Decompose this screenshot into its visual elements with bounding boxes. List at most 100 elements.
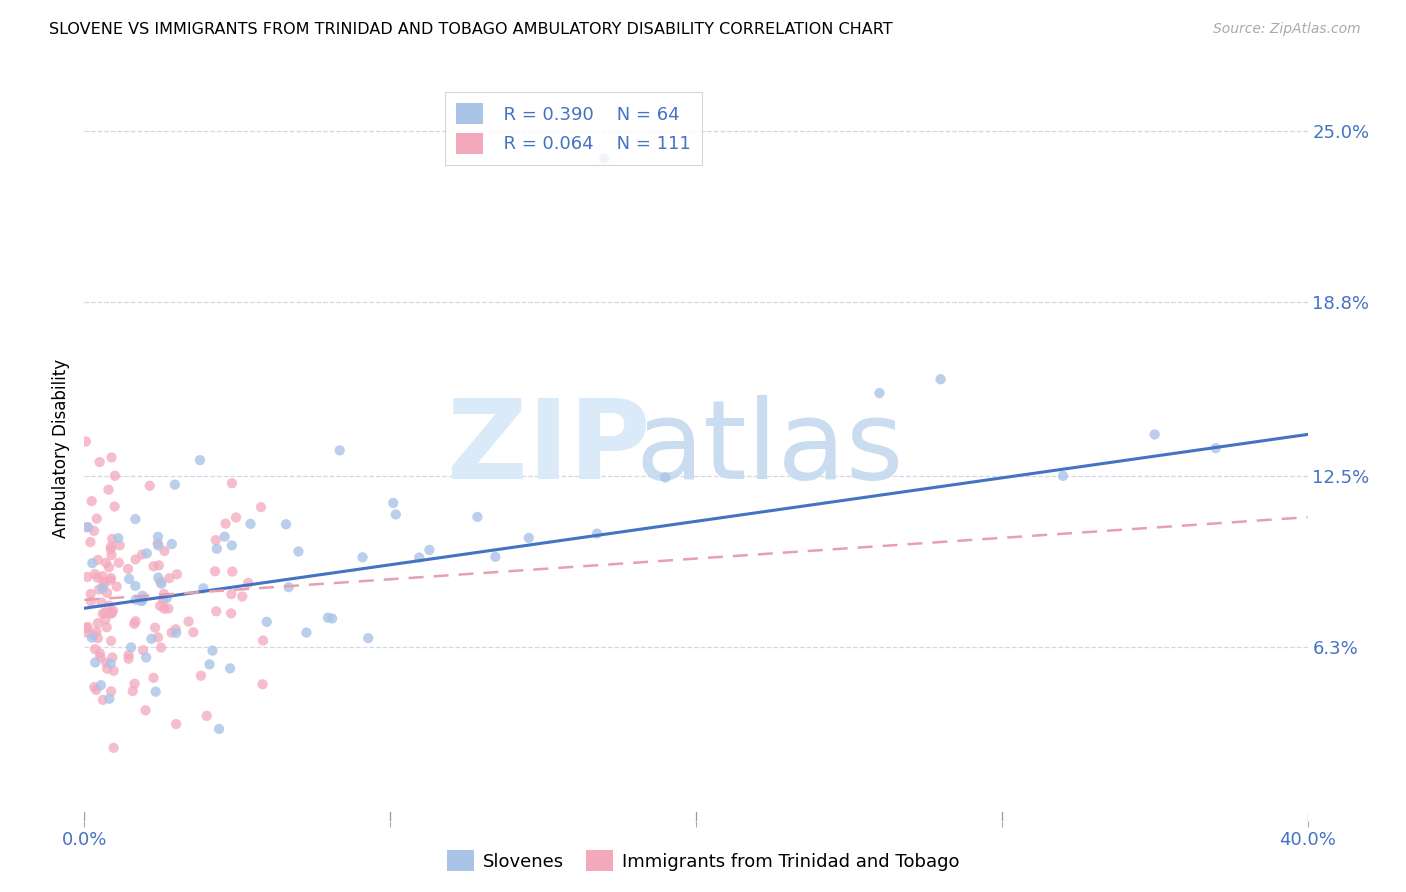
Point: [221, 565, 243, 579]
Point: [208, 722, 231, 736]
Point: [219, 607, 242, 621]
Point: [153, 601, 176, 615]
Point: [124, 592, 146, 607]
Point: [91, 693, 114, 707]
Point: [408, 550, 430, 565]
Point: [357, 631, 380, 645]
Point: [221, 587, 243, 601]
Point: [97, 599, 120, 613]
Point: [83, 680, 105, 694]
Point: [1143, 427, 1166, 442]
Point: [221, 538, 243, 552]
Point: [107, 556, 129, 570]
Point: [100, 540, 122, 554]
Text: ZIP: ZIP: [447, 395, 651, 501]
Point: [295, 625, 318, 640]
Point: [101, 606, 124, 620]
Point: [76, 520, 98, 534]
Point: [150, 640, 173, 655]
Point: [160, 625, 183, 640]
Point: [75, 621, 97, 635]
Point: [153, 544, 176, 558]
Point: [108, 538, 131, 552]
Point: [89, 455, 111, 469]
Point: [221, 476, 243, 491]
Legend:   R = 0.390    N = 64,   R = 0.064    N = 111: R = 0.390 N = 64, R = 0.064 N = 111: [446, 92, 702, 165]
Point: [103, 664, 125, 678]
Point: [156, 591, 179, 605]
Point: [183, 625, 205, 640]
Point: [146, 536, 169, 550]
Point: [252, 633, 274, 648]
Point: [94, 612, 117, 626]
Point: [86, 511, 108, 525]
Point: [204, 564, 226, 578]
Point: [75, 625, 97, 640]
Point: [219, 661, 242, 675]
Point: [101, 532, 124, 546]
Point: [97, 483, 120, 497]
Point: [1052, 468, 1074, 483]
Point: [118, 572, 141, 586]
Point: [131, 593, 153, 607]
Point: [117, 648, 139, 662]
Point: [205, 541, 228, 556]
Point: [165, 622, 187, 636]
Point: [143, 621, 166, 635]
Point: [193, 582, 215, 596]
Point: [100, 450, 122, 465]
Point: [90, 678, 112, 692]
Point: [91, 569, 114, 583]
Point: [117, 651, 139, 665]
Point: [148, 558, 170, 573]
Point: [654, 470, 676, 484]
Point: [91, 607, 114, 621]
Point: [96, 586, 118, 600]
Point: [135, 650, 157, 665]
Point: [138, 479, 160, 493]
Point: [89, 650, 111, 665]
Point: [83, 628, 105, 642]
Point: [80, 494, 103, 508]
Point: [86, 571, 108, 585]
Point: [484, 549, 506, 564]
Point: [80, 594, 103, 608]
Point: [77, 520, 100, 534]
Point: [148, 571, 170, 585]
Point: [124, 579, 146, 593]
Point: [121, 684, 143, 698]
Point: [87, 616, 110, 631]
Point: [214, 530, 236, 544]
Point: [214, 516, 236, 531]
Point: [120, 640, 142, 655]
Point: [84, 683, 107, 698]
Point: [146, 631, 169, 645]
Point: [80, 587, 103, 601]
Point: [100, 542, 122, 557]
Point: [177, 615, 200, 629]
Point: [165, 717, 187, 731]
Point: [98, 574, 121, 588]
Point: [93, 579, 115, 593]
Point: [145, 684, 167, 698]
Point: [90, 595, 112, 609]
Point: [87, 582, 110, 597]
Point: [96, 620, 118, 634]
Point: [82, 556, 104, 570]
Point: [166, 567, 188, 582]
Point: [91, 582, 114, 596]
Point: [287, 544, 309, 558]
Point: [105, 580, 128, 594]
Point: [84, 642, 107, 657]
Point: [160, 537, 183, 551]
Point: [148, 538, 170, 552]
Point: [321, 611, 343, 625]
Point: [100, 633, 122, 648]
Point: [84, 656, 107, 670]
Point: [101, 650, 124, 665]
Point: [122, 616, 145, 631]
Point: [198, 657, 221, 672]
Point: [352, 550, 374, 565]
Point: [152, 593, 174, 607]
Point: [382, 496, 405, 510]
